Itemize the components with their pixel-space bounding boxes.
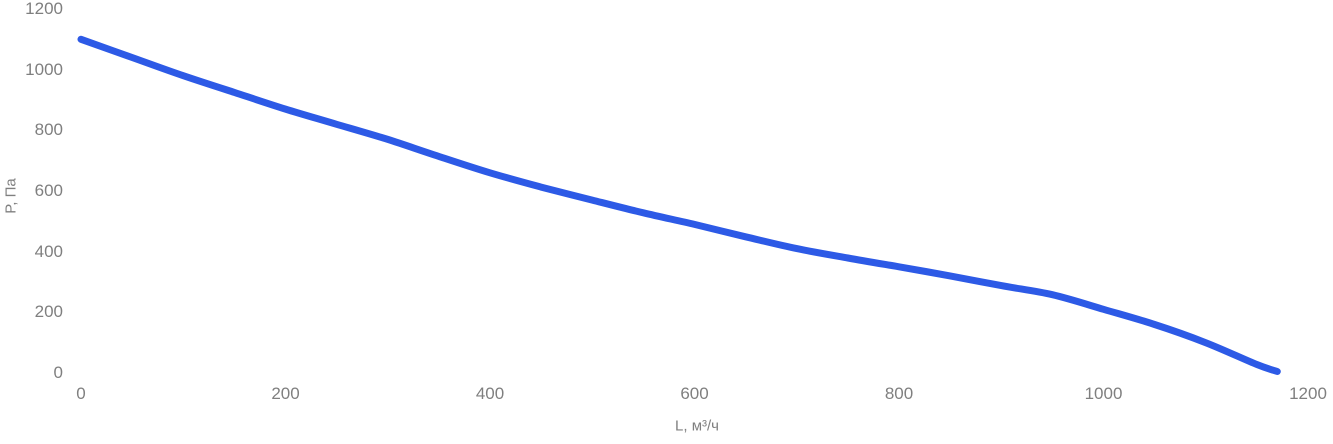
x-tick-label: 0 <box>76 384 86 403</box>
x-tick-label: 800 <box>884 384 914 403</box>
y-tick-label: 800 <box>34 120 63 140</box>
y-tick-label: 0 <box>53 363 63 382</box>
y-tick-label: 1200 <box>25 0 63 18</box>
x-tick-label: 200 <box>271 384 300 403</box>
x-tick-label: 1200 <box>1289 384 1327 403</box>
y-tick-label: 1000 <box>25 59 63 79</box>
x-tick-label: 1000 <box>1084 384 1123 403</box>
y-axis-title: P, Па <box>2 178 20 214</box>
y-tick-label: 600 <box>34 181 63 200</box>
pressure-curve <box>77 35 1281 375</box>
x-axis-title: L, м³/ч <box>675 417 719 435</box>
x-tick-label: 400 <box>475 384 505 403</box>
y-tick-label: 400 <box>34 241 63 261</box>
x-tick-label: 600 <box>680 384 709 403</box>
y-tick-label: 200 <box>34 302 63 322</box>
